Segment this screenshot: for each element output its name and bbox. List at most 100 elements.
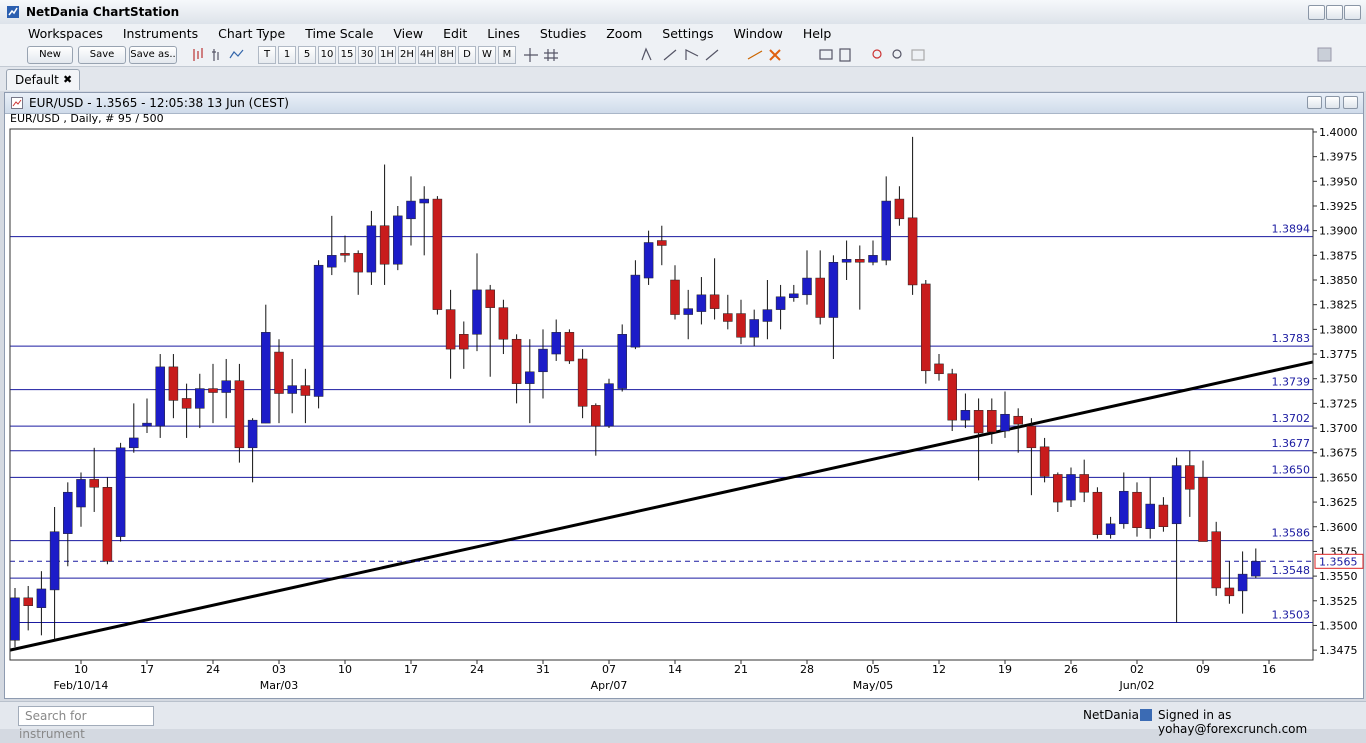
x-tick-label: 07 [602,663,616,676]
candle-body [432,198,443,310]
menu-item[interactable]: View [393,26,424,41]
candle-body [1092,491,1103,535]
y-tick-label: 1.3675 [1319,447,1358,460]
candle-body [1013,415,1023,425]
level-label-bg [1271,221,1311,235]
time-scale-button[interactable]: D [458,46,476,64]
level-label: 1.3702 [1272,412,1311,425]
candle-body [76,479,86,508]
candle-body [696,294,707,312]
level-label: 1.3894 [1272,223,1311,236]
search-placeholder: Search for instrument [19,709,87,741]
level-label: 1.3739 [1272,376,1311,389]
candle-body [23,597,33,606]
menu-item[interactable]: Instruments [122,26,199,41]
tab-row: Default ✖ [0,67,1366,91]
candle-body [195,388,205,409]
level-label: 1.3677 [1272,437,1311,450]
time-scale-button[interactable]: 1H [378,46,396,64]
candle-body [921,283,931,372]
candle-body [894,198,905,220]
candle-body [815,277,825,318]
tab-close[interactable]: ✖ [63,73,73,86]
x-major-label: Mar/03 [260,679,298,692]
minimize-button[interactable] [1308,5,1325,20]
time-scale-button[interactable]: 8H [438,46,456,64]
search-input[interactable]: Search for instrument [18,706,154,741]
candle-body [419,198,429,204]
time-scale-button[interactable]: T [258,46,276,64]
menu-item[interactable]: Zoom [606,26,643,41]
toolbar-button[interactable]: Save as.. [129,46,177,64]
tab-label: Default [15,73,59,87]
chart-minimize[interactable] [1307,96,1322,109]
level-label-bg [1271,525,1311,539]
chart-subtitle: EUR/USD , Daily, # 95 / 500 [10,112,164,125]
y-tick-label: 1.3800 [1319,323,1358,336]
time-scale-button[interactable]: 4H [418,46,436,64]
candle-body [1185,465,1195,490]
time-scale-button[interactable]: 2H [398,46,416,64]
toolbar-button[interactable]: Save [78,46,126,64]
time-scale-button[interactable]: W [478,46,496,64]
y-tick-label: 1.3950 [1319,175,1358,188]
maximize-button[interactable] [1326,5,1343,20]
x-tick-label: 21 [734,663,748,676]
candle-body [1105,523,1116,535]
candle-body [591,405,601,427]
chart-maximize[interactable] [1325,96,1340,109]
candle-body [564,332,575,362]
time-scale-button[interactable]: 1 [278,46,296,64]
plot-area [9,128,1314,661]
candle-body [115,447,126,537]
menu-item[interactable]: Chart Type [218,26,286,41]
y-tick-label: 1.3975 [1319,151,1358,164]
candle-body [406,200,416,220]
chart-close[interactable] [1343,96,1358,109]
candle-body [1026,425,1037,449]
candle-body [604,383,614,427]
x-tick-label: 03 [272,663,286,676]
close-button[interactable] [1344,5,1361,20]
candle-body [63,491,73,534]
menu-item[interactable]: Time Scale [305,26,374,41]
time-scale-button[interactable]: M [498,46,516,64]
toolbar-button[interactable]: New [27,46,73,64]
candle-body [1039,446,1050,477]
time-scale-button[interactable]: 10 [318,46,336,64]
menu-item[interactable]: Workspaces [28,26,103,41]
candle-body [947,373,957,421]
candle-body [1132,491,1142,528]
candle-body [327,255,337,268]
candle-body [36,588,47,608]
candle-body [445,309,456,350]
candle-body [1079,474,1089,493]
menu-item[interactable]: Settings [662,26,714,41]
x-tick-label: 17 [140,663,154,676]
candle-body [709,294,720,309]
candle-body [142,422,152,427]
candle-body [749,319,759,338]
menu-item[interactable]: Window [733,26,783,41]
current-price-box [1314,553,1364,569]
candle-body [855,259,865,263]
time-scale-button[interactable]: 15 [338,46,356,64]
level-label: 1.3548 [1272,564,1311,577]
x-major-label: Jun/02 [1119,679,1155,692]
time-scale-button[interactable]: 5 [298,46,316,64]
candle-body [1053,474,1063,503]
candle-body [868,255,878,263]
x-major-label: Apr/07 [591,679,628,692]
menu-item[interactable]: Help [802,26,832,41]
menu-item[interactable]: Studies [539,26,587,41]
menu-item[interactable]: Edit [443,26,468,41]
x-tick-label: 10 [338,663,352,676]
y-tick-label: 1.3525 [1319,595,1358,608]
candle-body [973,410,984,434]
candle-body [485,289,495,308]
tab[interactable]: Default ✖ [6,69,80,90]
candle-body [1119,490,1129,525]
candle-body [1198,477,1208,542]
menu-item[interactable]: Lines [487,26,520,41]
time-scale-button[interactable]: 30 [358,46,376,64]
